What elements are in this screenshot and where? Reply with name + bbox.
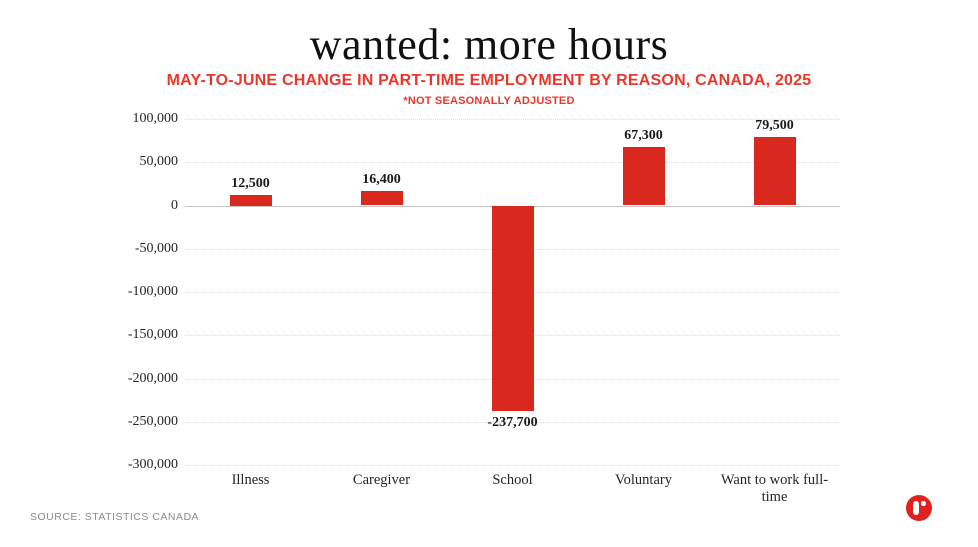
y-axis-tick-label: 0 bbox=[171, 197, 178, 213]
chart-note: *NOT SEASONALLY ADJUSTED bbox=[403, 95, 575, 107]
logo-r-stem bbox=[913, 501, 919, 515]
y-axis-tick-label: -50,000 bbox=[134, 240, 178, 256]
y-axis-tick-label: 100,000 bbox=[132, 111, 179, 126]
x-category-label-school: School bbox=[492, 472, 533, 488]
source-credit: SOURCE: STATISTICS CANADA bbox=[30, 511, 200, 523]
bar-school bbox=[491, 205, 534, 412]
bar-value-label-caregiver: 16,400 bbox=[362, 172, 401, 188]
logo-dot bbox=[921, 501, 926, 506]
bar-caregiver bbox=[360, 191, 403, 206]
gridline bbox=[185, 421, 840, 423]
y-axis-tick-label: -150,000 bbox=[127, 327, 178, 343]
y-axis-tick-label: -100,000 bbox=[127, 284, 178, 299]
bar-value-label-school: -237,700 bbox=[487, 415, 538, 431]
bar-voluntary bbox=[622, 147, 665, 206]
y-axis-tick-label: -300,000 bbox=[127, 457, 178, 472]
bar-want-to-work-full-time bbox=[753, 136, 796, 206]
y-axis-tick-label: -250,000 bbox=[127, 413, 178, 429]
bar-value-label-voluntary: 67,300 bbox=[624, 128, 663, 144]
y-axis-tick-label: -200,000 bbox=[127, 370, 178, 386]
gridline bbox=[185, 162, 840, 164]
bar-value-label-want-to-work-full-time: 79,500 bbox=[755, 117, 794, 133]
r-dot-logo-icon bbox=[906, 495, 932, 521]
gridline bbox=[185, 119, 840, 120]
y-axis-tick-label: 50,000 bbox=[139, 154, 179, 170]
gridline bbox=[185, 465, 840, 466]
x-category-label-caregiver: Caregiver bbox=[352, 472, 411, 488]
x-category-label-want-to-work-full-time: Want to work full-time bbox=[720, 472, 829, 505]
bar-illness bbox=[229, 194, 272, 206]
x-category-label-illness: Illness bbox=[231, 472, 270, 488]
chart-subtitle: MAY-TO-JUNE CHANGE IN PART-TIME EMPLOYME… bbox=[166, 72, 812, 89]
bar-value-label-illness: 12,500 bbox=[231, 175, 270, 191]
x-category-label-voluntary: Voluntary bbox=[615, 472, 672, 488]
chart-title: wanted: more hours bbox=[309, 20, 669, 69]
